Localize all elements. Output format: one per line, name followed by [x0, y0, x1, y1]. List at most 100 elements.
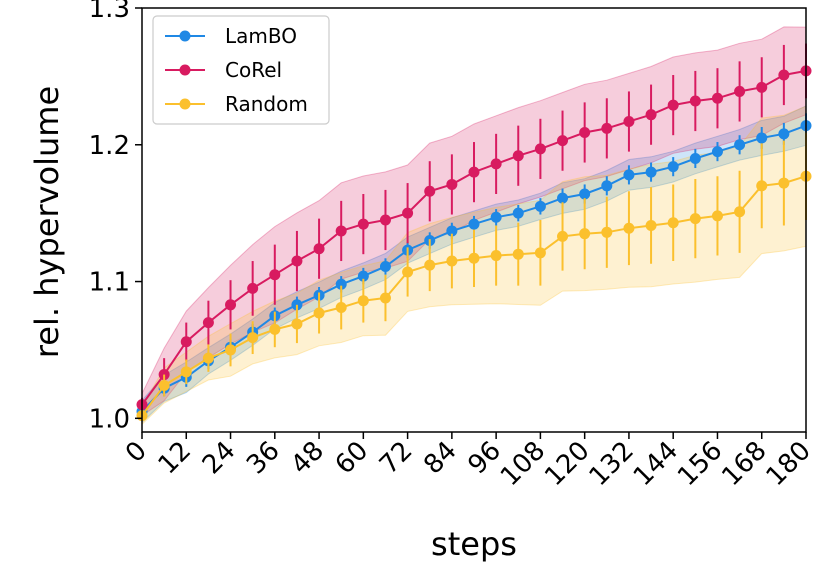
point [335, 302, 347, 314]
point [534, 247, 546, 259]
point [534, 200, 546, 212]
point [667, 217, 679, 229]
point [601, 180, 613, 192]
point [180, 336, 192, 348]
point [468, 218, 480, 230]
point [490, 158, 502, 170]
legend-label: LamBO [225, 24, 297, 48]
point [778, 128, 790, 140]
point [623, 169, 635, 181]
y-tick-label: 1.0 [89, 404, 130, 434]
x-tick-label: 180 [761, 436, 817, 492]
legend-box [152, 15, 330, 125]
point [689, 95, 701, 107]
y-tick-label: 1.1 [89, 268, 130, 298]
point [778, 177, 790, 189]
point [313, 243, 325, 255]
point [645, 109, 657, 121]
legend-item-random: Random [165, 92, 308, 116]
x-tick-label: 60 [330, 436, 375, 481]
y-tick-label: 1.3 [89, 0, 130, 24]
point [490, 211, 502, 223]
point [689, 152, 701, 164]
point [180, 366, 192, 378]
point [623, 116, 635, 128]
point [778, 69, 790, 81]
point [756, 132, 768, 144]
point [512, 150, 524, 162]
x-tick-label: 132 [584, 436, 640, 492]
point [601, 122, 613, 134]
point [446, 255, 458, 267]
point [269, 323, 281, 335]
point [402, 266, 414, 278]
point [534, 143, 546, 155]
point [579, 126, 591, 138]
point [645, 166, 657, 178]
x-tick-label: 24 [197, 436, 242, 481]
point [357, 270, 369, 282]
point [512, 207, 524, 219]
x-tick-label: 144 [628, 436, 684, 492]
point [269, 269, 281, 281]
point [579, 188, 591, 200]
point [402, 207, 414, 219]
legend-label: CoRel [225, 58, 282, 82]
x-tick-label: 84 [418, 436, 463, 481]
x-tick-label: 156 [672, 436, 728, 492]
legend-marker [179, 30, 191, 42]
y-tick-label: 1.2 [89, 131, 130, 161]
point [247, 282, 259, 294]
point [711, 210, 723, 222]
y-axis-label: rel. hypervolume [28, 86, 66, 358]
x-axis-label: steps [431, 525, 517, 563]
point [225, 344, 237, 356]
point [357, 295, 369, 307]
point [247, 332, 259, 344]
point [424, 185, 436, 197]
x-tick-label: 12 [153, 436, 198, 481]
plot-frame [141, 7, 807, 433]
point [557, 192, 569, 204]
legend-marker [179, 64, 191, 76]
point [446, 225, 458, 237]
point [225, 299, 237, 311]
point [734, 139, 746, 151]
x-tick-label: 120 [539, 436, 595, 492]
point [756, 81, 768, 93]
point [335, 278, 347, 290]
point [734, 85, 746, 97]
point [468, 166, 480, 178]
point [667, 99, 679, 111]
x-tick-label: 0 [120, 436, 153, 469]
point [689, 213, 701, 225]
point [424, 259, 436, 271]
point [379, 214, 391, 226]
point [645, 219, 657, 231]
point [579, 228, 591, 240]
point [557, 230, 569, 242]
legend-marker [179, 98, 191, 110]
legend-label: Random [225, 92, 308, 116]
point [335, 225, 347, 237]
x-tick-label: 72 [374, 436, 419, 481]
point [291, 255, 303, 267]
point [734, 206, 746, 218]
point [446, 178, 458, 190]
x-tick-label: 108 [495, 436, 551, 492]
point [291, 318, 303, 330]
point [601, 226, 613, 238]
point [623, 222, 635, 234]
legend-item-lambo: LamBO [165, 24, 297, 48]
point [468, 252, 480, 264]
point [756, 180, 768, 192]
legend: LamBO CoRel Random [152, 15, 330, 125]
point [512, 248, 524, 260]
x-tick-label: 36 [241, 436, 286, 481]
x-tick-label: 48 [285, 436, 330, 481]
point [313, 307, 325, 319]
x-tick-label: 168 [716, 436, 772, 492]
legend-item-corel: CoRel [165, 58, 282, 82]
series-corel [136, 43, 812, 412]
point [711, 92, 723, 104]
